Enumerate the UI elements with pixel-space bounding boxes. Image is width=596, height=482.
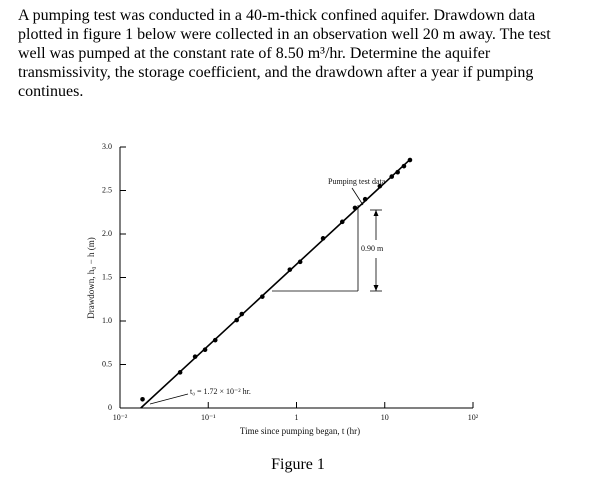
y-tick-label: 2.5 — [102, 185, 112, 194]
y-tick-label: 1.5 — [102, 272, 112, 281]
data-point — [352, 205, 358, 211]
data-point — [192, 354, 198, 359]
data-point — [407, 157, 413, 163]
x-tick-label: 10⁻² — [113, 413, 128, 422]
problem-text: A pumping test was conducted in a 40-m-t… — [18, 7, 551, 100]
y-tick-label: 0 — [108, 403, 112, 412]
leader-line — [149, 393, 189, 405]
data-point — [395, 169, 400, 175]
y-axis-label: Drawdown, h₀ − h (m) — [86, 237, 96, 318]
annotation-lines — [149, 187, 382, 405]
data-point — [389, 174, 395, 179]
data-point — [234, 317, 239, 323]
annotation: Pumping test data — [328, 177, 386, 186]
x-tick-label: 10 — [381, 413, 389, 422]
data-point — [202, 347, 208, 353]
data-point — [362, 196, 368, 202]
x-tick-label: 10⁻¹ — [201, 413, 216, 422]
data-point — [177, 370, 183, 375]
x-tick-label: 1 — [295, 413, 299, 422]
data-point — [297, 259, 303, 265]
data-point — [377, 183, 383, 189]
annotation: 0.90 m — [361, 244, 384, 253]
figure-caption: Figure 1 — [271, 456, 325, 473]
data-point — [339, 219, 345, 225]
annotation: t₀ = 1.72 × 10⁻² hr. — [190, 387, 251, 396]
y-tick-label: 2.0 — [102, 229, 112, 238]
data-point — [140, 397, 145, 402]
y-tick-label: 1.0 — [102, 316, 112, 325]
data-point — [239, 311, 245, 317]
data-point — [212, 337, 218, 343]
data-point — [287, 267, 293, 272]
data-point — [401, 163, 407, 169]
data-point — [320, 236, 326, 241]
leader-line — [351, 187, 364, 206]
x-tick-label: 10² — [468, 413, 479, 422]
y-tick-label: 0.5 — [102, 359, 112, 368]
y-tick-label: 3.0 — [102, 142, 112, 151]
x-axis-label: Time since pumping began, t (hr) — [240, 426, 360, 436]
data-point — [260, 294, 265, 299]
